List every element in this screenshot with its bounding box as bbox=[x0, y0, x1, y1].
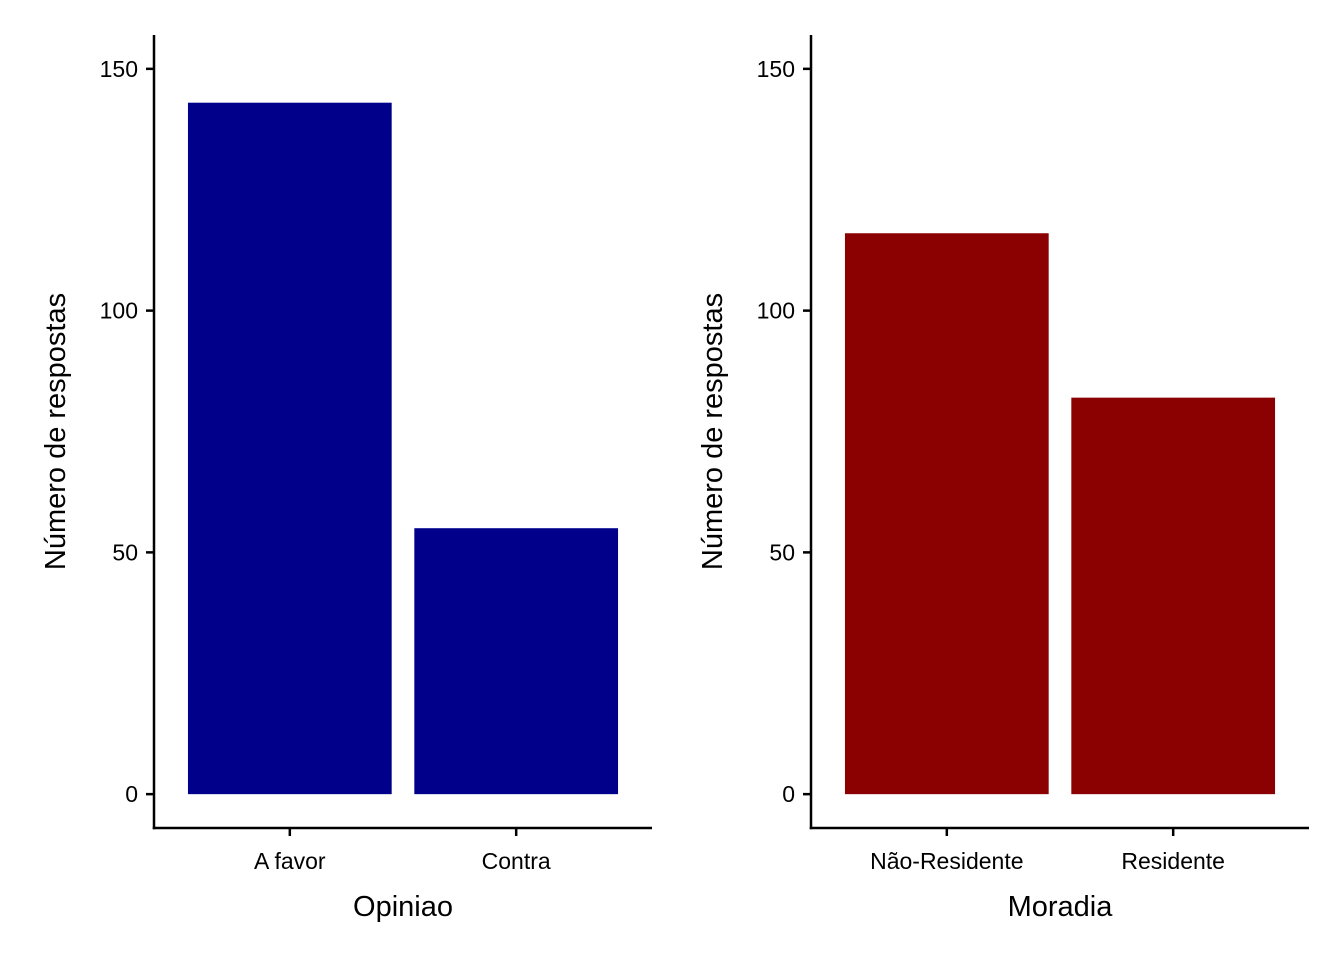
bar-residente bbox=[1071, 397, 1276, 795]
x-tick-label: A favor bbox=[254, 848, 326, 874]
bar-a-favor bbox=[187, 102, 392, 795]
bar-contra bbox=[414, 528, 619, 795]
y-tick-label: 50 bbox=[769, 539, 795, 565]
x-axis-title: Moradia bbox=[1008, 891, 1114, 923]
y-tick-label: 50 bbox=[112, 539, 138, 565]
y-tick-label: 150 bbox=[100, 56, 138, 82]
y-axis-title: Número de respostas bbox=[697, 293, 729, 570]
y-tick-label: 0 bbox=[125, 781, 138, 807]
x-axis-title: Opiniao bbox=[353, 891, 453, 923]
x-tick-label: Residente bbox=[1121, 848, 1225, 874]
y-tick-label: 100 bbox=[757, 298, 795, 324]
y-tick-label: 150 bbox=[757, 56, 795, 82]
bar-n-o-residente bbox=[844, 233, 1049, 795]
x-tick-label: Contra bbox=[482, 848, 551, 874]
y-tick-label: 0 bbox=[782, 781, 795, 807]
x-tick-label: Não-Residente bbox=[870, 848, 1023, 874]
y-tick-label: 100 bbox=[100, 298, 138, 324]
y-axis-title: Número de respostas bbox=[40, 293, 72, 570]
